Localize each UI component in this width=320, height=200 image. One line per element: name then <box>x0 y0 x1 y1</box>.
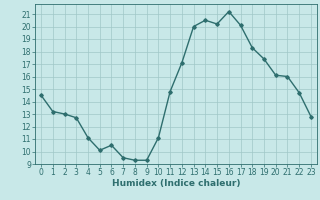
X-axis label: Humidex (Indice chaleur): Humidex (Indice chaleur) <box>112 179 240 188</box>
